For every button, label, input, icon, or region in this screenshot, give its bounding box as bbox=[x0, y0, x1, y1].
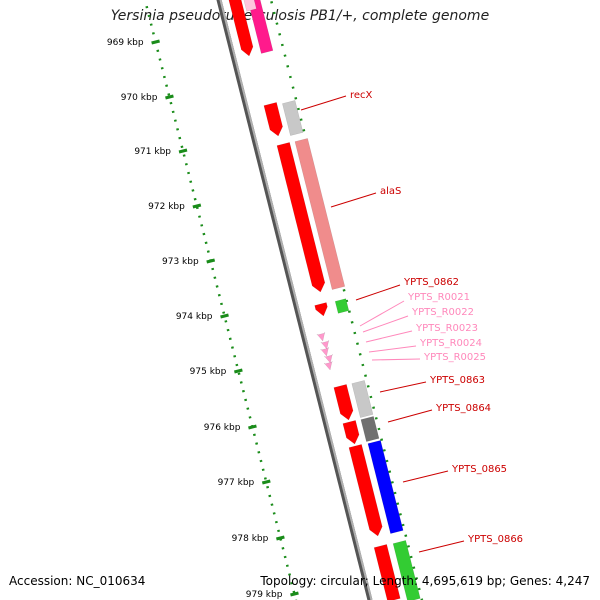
scale-tick-label: 976 kbp bbox=[204, 423, 241, 433]
scale-tick bbox=[165, 94, 174, 100]
cds-feature bbox=[247, 0, 274, 54]
gene-leader-line bbox=[371, 358, 421, 361]
scale-tick bbox=[276, 535, 285, 541]
track-dotted-line bbox=[269, 0, 424, 600]
scale-tick bbox=[290, 591, 299, 597]
gene-leader-line bbox=[362, 315, 409, 333]
gene-label: YPTS_R0023 bbox=[415, 323, 478, 334]
scale-dotted-line bbox=[143, 0, 298, 600]
accession-text: Accession: NC_010634 bbox=[9, 574, 146, 588]
gene-label: YPTS_0866 bbox=[467, 534, 523, 545]
gene-label: recX bbox=[350, 90, 373, 101]
trna-feature bbox=[324, 361, 333, 371]
trna-feature bbox=[320, 340, 330, 350]
cds-feature bbox=[314, 302, 328, 317]
scale-tick bbox=[206, 258, 216, 264]
gene-leader-line bbox=[355, 284, 401, 301]
scale-tick bbox=[192, 203, 202, 209]
scale-tick-label: 969 kbp bbox=[107, 38, 144, 48]
scale-tick-label: 971 kbp bbox=[134, 147, 171, 157]
cds-feature bbox=[294, 138, 346, 290]
genome-summary-text: Topology: circular; Length: 4,695,619 bp… bbox=[260, 574, 590, 588]
backbone-line bbox=[216, 0, 373, 600]
gene-leader-line bbox=[402, 470, 449, 483]
gene-leader-line bbox=[379, 381, 427, 393]
trna-feature bbox=[324, 354, 333, 364]
scale-tick-label: 975 kbp bbox=[190, 367, 227, 377]
cds-feature bbox=[243, 0, 257, 12]
gene-label: YPTS_R0025 bbox=[423, 352, 486, 363]
cds-feature bbox=[360, 416, 380, 442]
cds-feature bbox=[373, 544, 401, 600]
scale-tick-label: 970 kbp bbox=[121, 93, 158, 103]
gene-label: YPTS_R0022 bbox=[411, 307, 474, 318]
trna-feature bbox=[320, 347, 330, 357]
scale-tick bbox=[233, 368, 243, 374]
genome-title: Yersinia pseudotuberculosis PB1/+, compl… bbox=[110, 8, 490, 24]
gene-leader-line bbox=[418, 540, 465, 553]
gene-leader-line bbox=[365, 330, 413, 343]
scale-tick bbox=[151, 39, 160, 45]
gene-leader-line bbox=[368, 345, 417, 353]
scale-tick bbox=[248, 424, 257, 430]
gene-leader-line bbox=[300, 95, 347, 111]
gene-label: alaS bbox=[380, 186, 401, 197]
backbone-highlight bbox=[219, 0, 373, 600]
scale-tick-label: 977 kbp bbox=[218, 478, 255, 488]
scale-tick bbox=[220, 313, 229, 319]
cds-feature bbox=[263, 102, 283, 137]
gene-leader-line bbox=[359, 300, 405, 327]
scale-tick-label: 979 kbp bbox=[246, 590, 283, 600]
cds-feature bbox=[351, 380, 374, 418]
gene-leader-line bbox=[330, 192, 377, 208]
cds-feature bbox=[333, 384, 354, 421]
gene-label: YPTS_0865 bbox=[451, 464, 507, 475]
trna-feature bbox=[316, 332, 326, 342]
cds-feature bbox=[276, 142, 326, 293]
gene-label: YPTS_0862 bbox=[403, 277, 459, 288]
gene-label: YPTS_R0021 bbox=[407, 292, 470, 303]
scale-tick-label: 974 kbp bbox=[176, 312, 213, 322]
cds-feature bbox=[348, 444, 383, 537]
scale-tick-label: 972 kbp bbox=[148, 202, 185, 212]
cds-feature bbox=[228, 0, 254, 57]
gene-label: YPTS_0863 bbox=[429, 375, 485, 386]
cds-feature bbox=[367, 440, 404, 534]
scale-tick bbox=[261, 479, 271, 485]
gene-leader-line bbox=[387, 409, 433, 423]
scale-tick bbox=[178, 148, 188, 154]
cds-feature bbox=[392, 540, 421, 600]
scale-tick-label: 973 kbp bbox=[162, 257, 199, 267]
cds-feature bbox=[282, 100, 304, 136]
gene-label: YPTS_R0024 bbox=[419, 338, 482, 349]
gene-label: YPTS_0864 bbox=[435, 403, 491, 414]
cds-feature bbox=[342, 420, 360, 445]
scale-tick-label: 978 kbp bbox=[232, 534, 269, 544]
cds-feature bbox=[334, 298, 350, 314]
